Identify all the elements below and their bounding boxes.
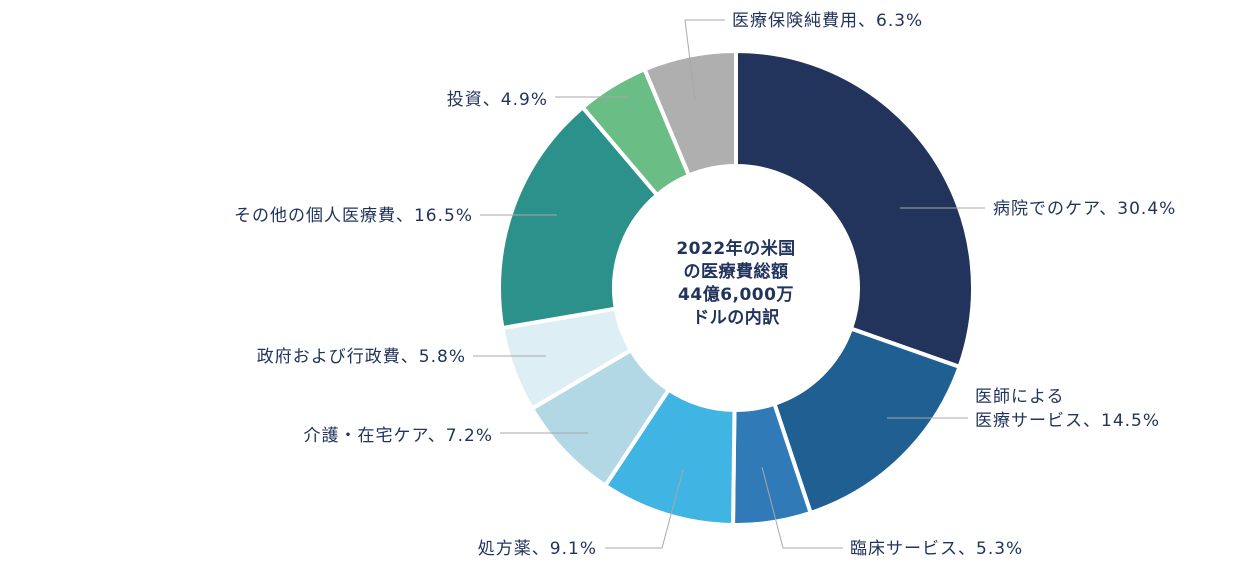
leader-line-4 bbox=[605, 469, 684, 549]
leader-line-9 bbox=[684, 19, 725, 101]
slice-label-5: 介護・在宅ケア、7.2% bbox=[304, 426, 494, 446]
center-label-line-2: の医療費総額 bbox=[684, 261, 789, 282]
center-label-line-1: 2022年の米国 bbox=[676, 238, 795, 259]
slice-label-3: 臨床サービス、5.3% bbox=[850, 539, 1023, 559]
slice-9 bbox=[642, 48, 738, 179]
center-label-line-4: ドルの内訳 bbox=[692, 307, 780, 328]
leader-line-3 bbox=[761, 466, 843, 549]
slice-label-9: 医療保険純費用、6.3% bbox=[732, 11, 923, 31]
slice-7 bbox=[497, 104, 660, 331]
slice-label-6: 政府および行政費、5.8% bbox=[257, 347, 466, 367]
slice-label-7: その他の個人医療費、16.5% bbox=[234, 206, 473, 226]
slice-label-4: 処方薬、9.1% bbox=[478, 539, 597, 559]
leader-lines bbox=[473, 19, 985, 549]
slice-1 bbox=[734, 48, 975, 370]
slice-label-8: 投資、4.9% bbox=[447, 90, 548, 110]
slice-labels: 病院でのケア、30.4% 医師による医療サービス、14.5% 臨床サービス、5.3%… bbox=[234, 11, 1176, 559]
slice-label-2: 医師による医療サービス、14.5% bbox=[975, 387, 1160, 431]
center-label-line-3: 44億6,000万 bbox=[678, 284, 794, 305]
slices bbox=[497, 48, 975, 528]
slice-label-1: 病院でのケア、30.4% bbox=[993, 199, 1176, 219]
